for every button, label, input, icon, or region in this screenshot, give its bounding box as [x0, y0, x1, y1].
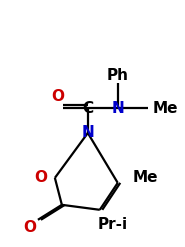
Text: O: O — [23, 220, 36, 235]
Text: O: O — [51, 89, 64, 103]
Text: Pr-i: Pr-i — [98, 217, 128, 232]
Text: C: C — [82, 101, 93, 116]
Text: Ph: Ph — [107, 68, 129, 82]
Text: N: N — [81, 125, 94, 141]
Text: N: N — [111, 101, 124, 116]
Text: O: O — [34, 170, 47, 185]
Text: Me: Me — [133, 170, 158, 185]
Text: Me: Me — [153, 101, 178, 116]
